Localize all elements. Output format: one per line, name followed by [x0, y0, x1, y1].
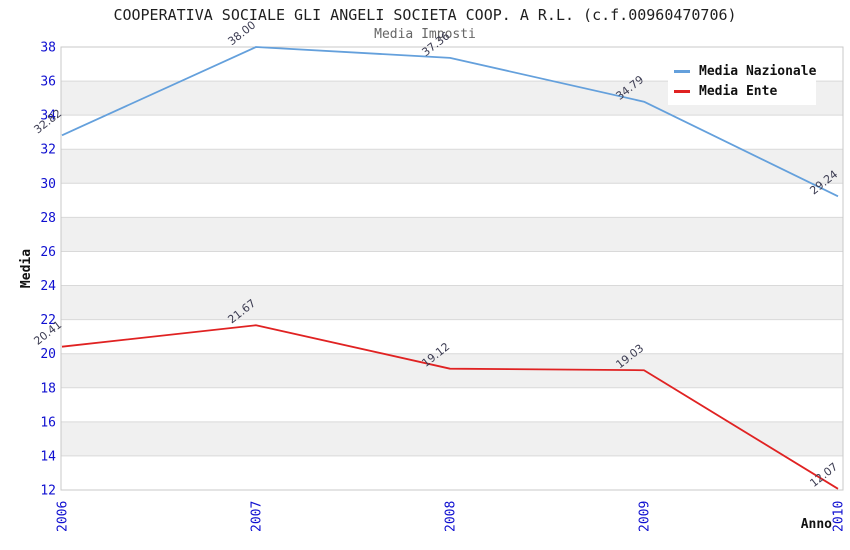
- y-tick-label: 20: [40, 347, 56, 362]
- x-tick-label: 2008: [444, 501, 459, 532]
- legend-label: Media Ente: [699, 83, 778, 99]
- y-tick-label: 24: [40, 279, 56, 294]
- x-tick-label: 2010: [832, 501, 847, 532]
- plot-band: [61, 353, 843, 388]
- y-tick-label: 16: [40, 415, 56, 430]
- plot-band: [61, 319, 843, 354]
- plot-band: [61, 285, 843, 320]
- y-tick-label: 38: [40, 41, 56, 56]
- series-line-media-ente: [61, 324, 839, 490]
- plot-band: [61, 149, 843, 184]
- y-tick-label: 14: [40, 449, 56, 464]
- legend-item-media-nazionale: Media Nazionale: [674, 61, 817, 81]
- plot-border: [60, 46, 844, 491]
- plot-band: [61, 251, 843, 286]
- plot-band: [61, 387, 843, 422]
- y-axis-title: Media: [19, 249, 34, 288]
- data-point-label: 38.00: [225, 18, 258, 48]
- legend-swatch-blue-line-icon: [674, 69, 690, 73]
- y-tick-label: 36: [40, 75, 56, 90]
- y-tick-label: 28: [40, 211, 56, 226]
- legend-swatch-red-line-icon: [674, 89, 690, 93]
- chart-legend: Media Nazionale Media Ente: [668, 57, 816, 105]
- y-tick-label: 22: [40, 313, 56, 328]
- y-tick-label: 34: [40, 109, 56, 124]
- chart-title: COOPERATIVA SOCIALE GLI ANGELI SOCIETA C…: [113, 6, 737, 24]
- x-tick-label: 2007: [250, 501, 265, 532]
- series-line-media-nazionale: [61, 46, 839, 198]
- y-tick-label: 26: [40, 245, 56, 260]
- chart-subtitle: Media Imposti: [374, 27, 476, 42]
- y-tick-label: 18: [40, 381, 56, 396]
- x-axis-title: Anno: [801, 517, 832, 532]
- legend-item-media-ente: Media Ente: [674, 81, 814, 101]
- plot-band: [61, 115, 843, 150]
- y-tick-label: 32: [40, 143, 56, 158]
- plot-band: [61, 183, 843, 218]
- plot-band: [61, 217, 843, 252]
- x-tick-label: 2006: [56, 501, 71, 532]
- legend-label: Media Nazionale: [699, 63, 817, 79]
- plot-band: [61, 421, 843, 456]
- x-tick-label: 2009: [638, 501, 653, 532]
- y-tick-label: 30: [40, 177, 56, 192]
- y-tick-label: 12: [40, 484, 56, 499]
- plot-band: [61, 455, 843, 490]
